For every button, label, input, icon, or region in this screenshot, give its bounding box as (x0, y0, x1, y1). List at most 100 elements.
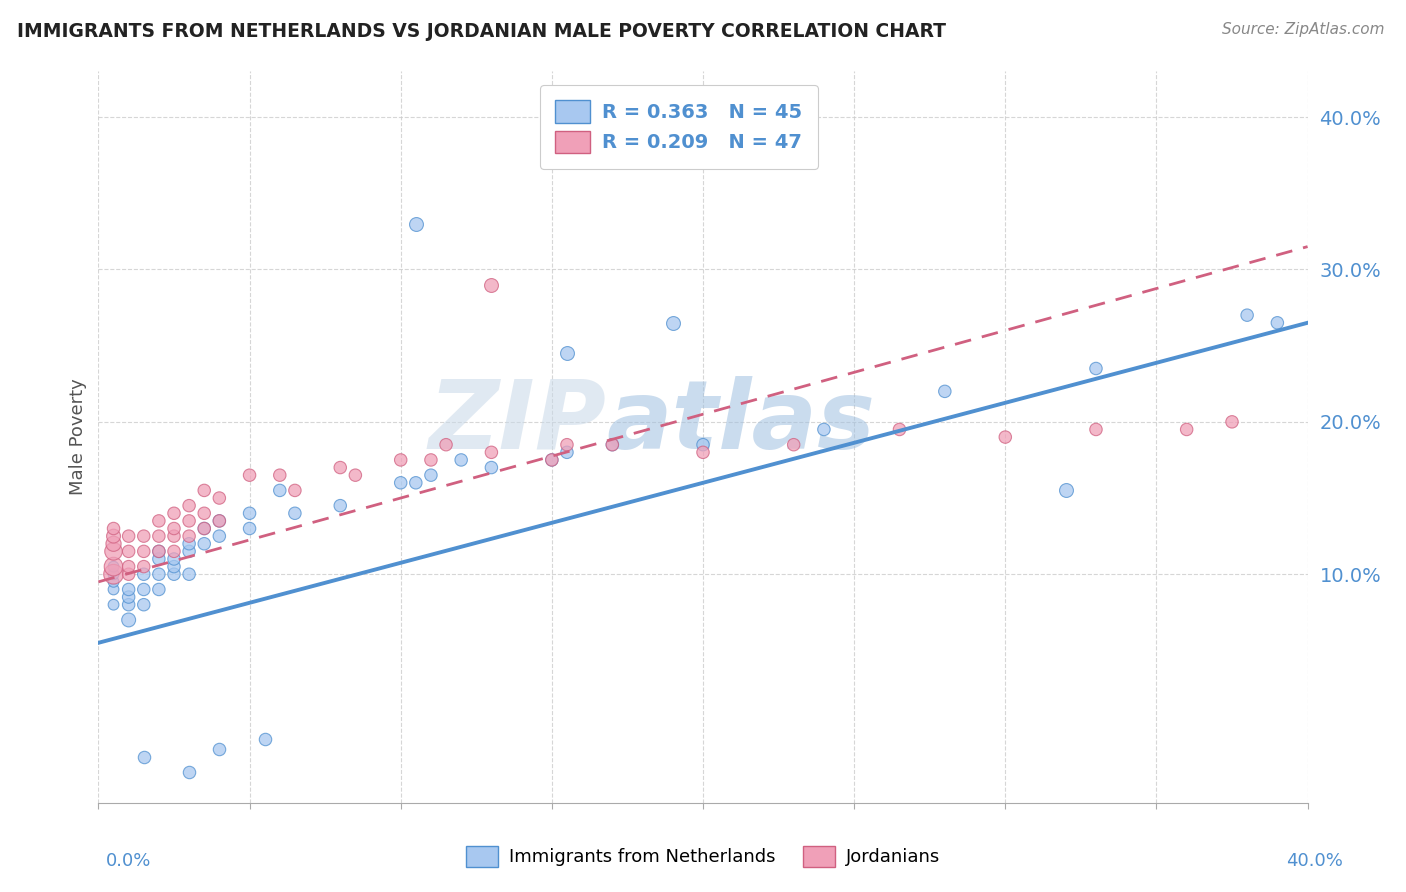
Point (389, 453, 412, 467)
Point (208, 742, 231, 756)
Point (118, 567, 141, 582)
Point (103, 574, 125, 589)
Text: atlas: atlas (606, 376, 876, 469)
Point (132, 567, 155, 582)
Point (132, 598, 155, 612)
Point (208, 529, 231, 543)
Point (434, 438, 457, 452)
Point (193, 506, 215, 520)
Point (132, 582, 155, 597)
Point (179, 499, 201, 513)
Point (1085, 361, 1108, 376)
Point (193, 483, 215, 498)
Point (994, 430, 1017, 444)
Point (148, 529, 170, 543)
Point (813, 422, 835, 436)
Point (555, 438, 578, 452)
Point (602, 438, 624, 452)
Point (193, 521, 215, 535)
Point (148, 567, 170, 582)
Point (163, 544, 186, 558)
Point (1054, 483, 1077, 498)
Point (132, 529, 155, 543)
Point (193, 537, 215, 551)
Point (239, 506, 262, 520)
Point (420, 468, 443, 483)
Point (103, 529, 125, 543)
Point (132, 750, 155, 764)
Point (132, 544, 155, 558)
Point (208, 514, 231, 528)
Point (163, 567, 186, 582)
Point (783, 438, 806, 452)
Point (103, 598, 125, 612)
Text: 40.0%: 40.0% (1286, 852, 1343, 870)
Point (692, 445, 714, 459)
Point (889, 422, 911, 436)
Point (179, 567, 201, 582)
Point (179, 514, 201, 528)
Point (239, 521, 262, 535)
Point (103, 567, 125, 582)
Point (1175, 422, 1198, 436)
Point (239, 468, 262, 483)
Legend: Immigrants from Netherlands, Jordanians: Immigrants from Netherlands, Jordanians (457, 837, 949, 876)
Point (420, 453, 443, 467)
Point (148, 582, 170, 597)
Point (103, 537, 125, 551)
Point (148, 514, 170, 528)
Point (344, 468, 367, 483)
Point (163, 521, 186, 535)
Point (481, 445, 503, 459)
Point (1236, 308, 1258, 322)
Point (179, 765, 201, 780)
Point (692, 438, 714, 452)
Point (103, 582, 125, 597)
Point (179, 529, 201, 543)
Text: ZIP: ZIP (429, 376, 606, 469)
Point (118, 544, 141, 558)
Point (163, 559, 186, 574)
Point (555, 346, 578, 360)
Point (661, 316, 683, 330)
Legend: R = 0.363   N = 45, R = 0.209   N = 47: R = 0.363 N = 45, R = 0.209 N = 47 (540, 85, 818, 169)
Point (329, 499, 352, 513)
Text: IMMIGRANTS FROM NETHERLANDS VS JORDANIAN MALE POVERTY CORRELATION CHART: IMMIGRANTS FROM NETHERLANDS VS JORDANIAN… (17, 22, 946, 41)
Point (389, 475, 412, 490)
Point (208, 491, 231, 505)
Point (555, 445, 578, 459)
Point (208, 514, 231, 528)
Point (118, 582, 141, 597)
Point (132, 559, 155, 574)
Point (148, 552, 170, 566)
Point (934, 384, 956, 399)
Point (269, 483, 291, 498)
Point (148, 544, 170, 558)
Point (163, 529, 186, 543)
Point (118, 598, 141, 612)
Point (405, 475, 427, 490)
Point (269, 468, 291, 483)
Point (540, 453, 562, 467)
Point (163, 506, 186, 520)
Text: Source: ZipAtlas.com: Source: ZipAtlas.com (1222, 22, 1385, 37)
Point (329, 460, 352, 475)
Text: 0.0%: 0.0% (105, 852, 150, 870)
Point (450, 453, 472, 467)
Point (1267, 316, 1289, 330)
Point (103, 544, 125, 558)
Point (481, 460, 503, 475)
Point (1220, 415, 1243, 429)
Point (179, 544, 201, 558)
Point (103, 559, 125, 574)
Point (602, 438, 624, 452)
Point (540, 453, 562, 467)
Point (193, 521, 215, 535)
Point (118, 529, 141, 543)
Point (253, 731, 276, 746)
Point (103, 567, 125, 582)
Point (118, 613, 141, 627)
Point (405, 217, 427, 231)
Point (103, 559, 125, 574)
Y-axis label: Male Poverty: Male Poverty (69, 379, 87, 495)
